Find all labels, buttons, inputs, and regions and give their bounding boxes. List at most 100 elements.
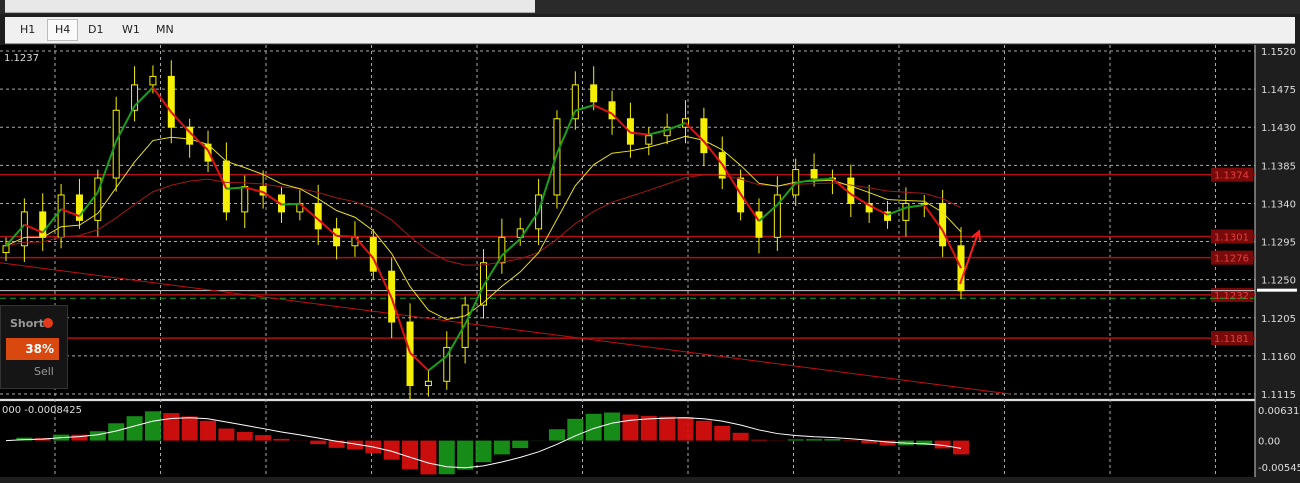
- histogram-bar: [71, 434, 88, 441]
- candle: [902, 202, 910, 221]
- candle: [369, 236, 377, 272]
- histogram-bar: [255, 435, 272, 441]
- ma-fast-segment: [630, 131, 649, 136]
- ma-fast-segment: [739, 193, 760, 222]
- histogram-bar: [438, 440, 455, 475]
- tab-h1[interactable]: H1: [20, 23, 36, 36]
- histogram-bar: [181, 416, 198, 441]
- ma-fast-segment: [923, 204, 944, 232]
- ma-fast-segment: [23, 223, 44, 234]
- indicator-tick-label: 0.00: [1258, 437, 1280, 448]
- ma-fast-segment: [207, 149, 228, 190]
- ma-fast-segment: [336, 234, 355, 238]
- ma-fast-segment: [133, 86, 154, 107]
- sell-button[interactable]: Sell: [34, 365, 54, 378]
- current-price-marker: [1257, 288, 1297, 292]
- ma-fast-segment: [593, 104, 613, 115]
- histogram-bar: [842, 440, 859, 442]
- ma-fast-segment: [850, 193, 870, 207]
- histogram-bar: [512, 440, 529, 449]
- y-tick-label: 1.1520: [1261, 47, 1296, 58]
- candle: [920, 202, 928, 205]
- ma-fast-segment: [556, 110, 577, 154]
- candle: [94, 177, 102, 221]
- ma-fast-segment: [519, 210, 540, 240]
- ma-fast-segment: [244, 186, 264, 194]
- ma-fast-segment: [776, 182, 797, 206]
- candle: [884, 211, 892, 221]
- histogram-bar: [402, 440, 419, 470]
- ma-fast-segment: [464, 285, 485, 325]
- y-tick-label: 1.1250: [1261, 276, 1296, 287]
- candle: [645, 135, 653, 145]
- histogram-bar: [218, 428, 235, 441]
- indicator-tick-label: 0.00631: [1258, 406, 1299, 417]
- ma-fast-segment: [684, 122, 705, 143]
- ma-fast-segment: [262, 191, 283, 206]
- candle: [957, 245, 965, 292]
- candle: [461, 304, 469, 348]
- candle: [553, 118, 561, 196]
- tab-w1[interactable]: W1: [122, 23, 140, 36]
- histogram-bar: [659, 416, 676, 441]
- price-chart: 1.1520 1.1475 1.1430 1.1385 1.1340 1.1295 1.12…: [0, 45, 1300, 477]
- histogram-bar: [383, 440, 400, 460]
- y-tick-label: 1.1205: [1261, 314, 1296, 325]
- histogram-bar: [806, 439, 823, 441]
- histogram-bar: [861, 440, 878, 444]
- candle: [810, 169, 818, 179]
- ma-fast-segment: [354, 236, 375, 259]
- ma-fast-segment: [115, 105, 136, 142]
- ma-fast-segment: [537, 153, 558, 212]
- candle: [112, 109, 120, 179]
- histogram-bar: [567, 418, 584, 441]
- ma-fast-segment: [941, 230, 962, 269]
- y-tick-label: 1.1115: [1261, 390, 1296, 401]
- histogram-bar: [787, 439, 804, 441]
- tab-mn[interactable]: MN: [156, 23, 174, 36]
- ma-fast-segment: [905, 204, 925, 209]
- ma-fast-segment: [60, 208, 80, 218]
- level-label: 1.1276: [1214, 254, 1249, 265]
- signal-percent: 38%: [6, 338, 59, 360]
- candle: [608, 101, 616, 120]
- histogram-bar: [346, 440, 363, 450]
- signal-panel: Short 38% Sell: [0, 305, 68, 389]
- level-label-bg: [1211, 229, 1253, 244]
- indicator-tick-label: -0.00545: [1258, 463, 1300, 474]
- ma-slow-line: [5, 174, 962, 266]
- price-pane: [0, 45, 1255, 398]
- tab-h4[interactable]: H4: [47, 19, 79, 41]
- ma-fast-segment: [721, 163, 742, 195]
- candle: [571, 84, 579, 120]
- ma-fast-segment: [226, 186, 245, 190]
- price-label: 1.1237: [4, 53, 39, 64]
- level-label: 1.1232: [1214, 291, 1249, 302]
- indicator-label: 000 -0.0008425: [2, 405, 82, 416]
- candle: [498, 236, 506, 264]
- ma-fast-segment: [887, 206, 907, 216]
- ma-fast-segment: [758, 204, 779, 222]
- histogram-bar: [953, 440, 969, 455]
- histogram-bar: [493, 440, 510, 455]
- candle: [57, 194, 65, 238]
- histogram-bar: [273, 438, 290, 441]
- signal-direction: Short: [10, 317, 44, 330]
- y-tick-label: 1.1430: [1261, 123, 1296, 134]
- ma-fast-segment: [390, 297, 411, 354]
- histogram-bar: [695, 420, 712, 441]
- histogram-bar: [200, 420, 217, 441]
- histogram-bar: [108, 423, 125, 441]
- toolbar-strip: [5, 0, 535, 13]
- histogram-bar: [420, 440, 437, 475]
- tab-d1[interactable]: D1: [88, 23, 104, 36]
- candle: [333, 228, 341, 247]
- candle: [443, 346, 451, 382]
- histogram-bar: [144, 411, 161, 441]
- signal-dot-icon: [43, 318, 53, 328]
- histogram-bar: [328, 440, 345, 448]
- candle: [75, 194, 83, 221]
- level-label-bg: [1211, 331, 1253, 346]
- histogram-bar: [89, 431, 106, 441]
- candle: [241, 186, 249, 213]
